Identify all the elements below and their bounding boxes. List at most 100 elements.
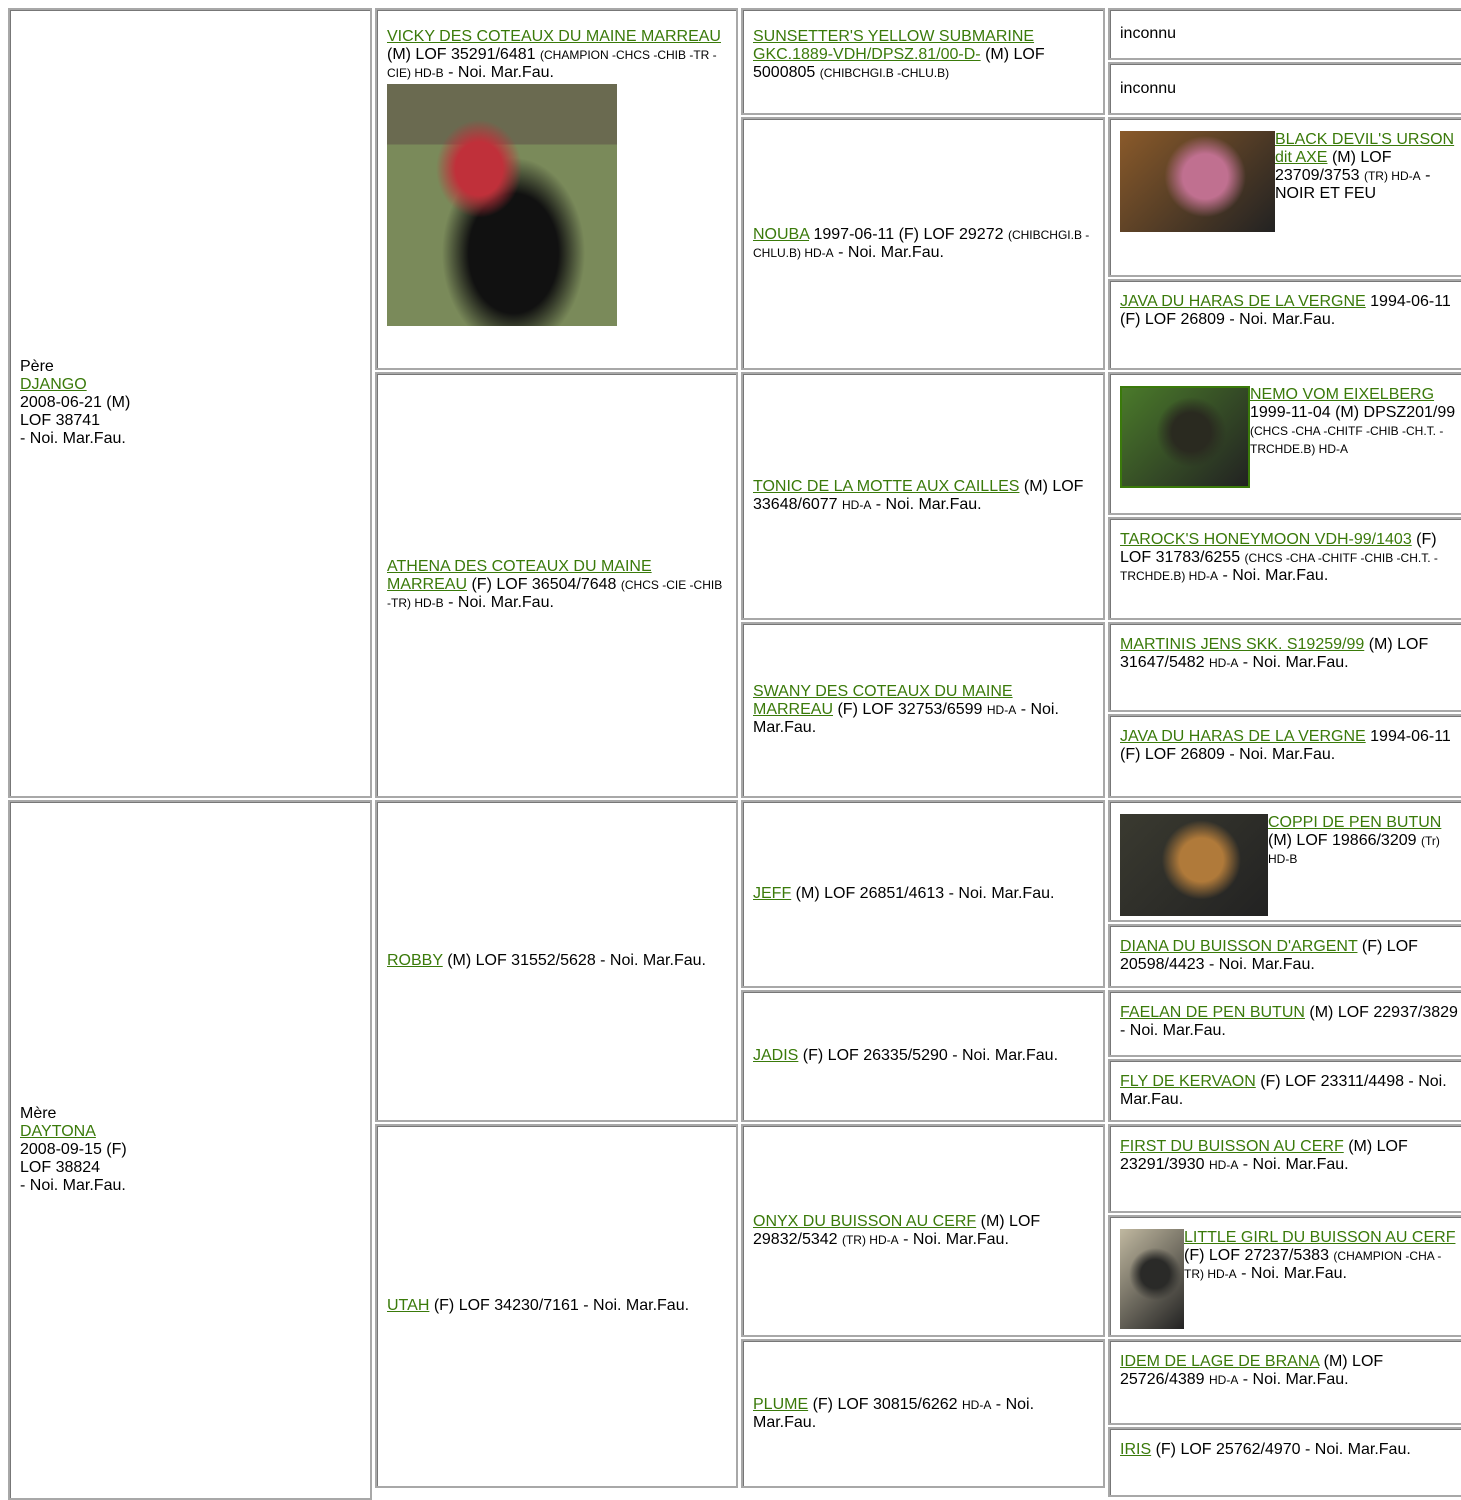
dog-text: ROBBY (M) LOF 31552/5628 - Noi. Mar.Fau.: [387, 952, 728, 970]
dog-title: (CHAMPION -CHCS -CHIB -TR -CIE) HD-B: [387, 48, 717, 80]
pedigree-cell: BLACK DEVIL'S URSON dit AXE (M) LOF 2370…: [1108, 117, 1461, 277]
dog-text: TAROCK'S HONEYMOON VDH-99/1403 (F) LOF 3…: [1120, 531, 1458, 585]
dog-info: (M) LOF 26851/4613 - Noi. Mar.Fau.: [795, 885, 1055, 902]
pedigree-cell: DIANA DU BUISSON D'ARGENT (F) LOF 20598/…: [1108, 924, 1461, 988]
dog-info: (M) LOF 31647/5482: [1120, 636, 1429, 671]
dog-text: VICKY DES COTEAUX DU MAINE MARREAU (M) L…: [387, 28, 728, 82]
pedigree-cell: IRIS (F) LOF 25762/4970 - Noi. Mar.Fau.: [1108, 1427, 1461, 1497]
dog-link[interactable]: TAROCK'S HONEYMOON VDH-99/1403: [1120, 531, 1412, 548]
dog-info: inconnu: [1120, 25, 1177, 42]
dog-text: FAELAN DE PEN BUTUN (M) LOF 22937/3829 -…: [1120, 1004, 1458, 1040]
dog-info: - Noi. Mar.Fau.: [1242, 1371, 1349, 1388]
parent-text: Père DJANGO 2008-06-21 (M) LOF 38741- Noi. …: [20, 358, 362, 448]
dog-link[interactable]: DIANA DU BUISSON D'ARGENT: [1120, 938, 1358, 955]
dog-info: - Noi. Mar.Fau.: [1222, 567, 1329, 584]
pedigree-cell: TAROCK'S HONEYMOON VDH-99/1403 (F) LOF 3…: [1108, 517, 1461, 620]
dog-text: SWANY DES COTEAUX DU MAINE MARREAU (F) L…: [753, 683, 1095, 737]
dog-text: ONYX DU BUISSON AU CERF (M) LOF 29832/53…: [753, 1213, 1095, 1249]
dog-text: IRIS (F) LOF 25762/4970 - Noi. Mar.Fau.: [1120, 1441, 1458, 1459]
dog-photo: [1120, 814, 1268, 916]
dog-text: MARTINIS JENS SKK. S19259/99 (M) LOF 316…: [1120, 636, 1458, 672]
pedigree-cell: FIRST DU BUISSON AU CERF (M) LOF 23291/3…: [1108, 1124, 1461, 1213]
dog-photo: [1120, 1229, 1184, 1329]
dog-info: (F) LOF 34230/7161 - Noi. Mar.Fau.: [433, 1297, 690, 1314]
dog-title: (TR) HD-A: [841, 1232, 899, 1247]
dog-title: HD-A: [841, 498, 872, 512]
dog-link[interactable]: PLUME: [753, 1395, 809, 1413]
dog-link[interactable]: FLY DE KERVAON: [1120, 1073, 1256, 1090]
dog-link[interactable]: MARTINIS JENS SKK. S19259/99: [1120, 636, 1365, 653]
dog-link[interactable]: SWANY DES COTEAUX DU MAINE MARREAU: [753, 683, 1013, 718]
dog-link[interactable]: UTAH: [387, 1297, 430, 1314]
pedigree-cell: inconnu: [1108, 62, 1461, 115]
dog-info: (F) LOF 26335/5290 - Noi. Mar.Fau.: [802, 1047, 1059, 1064]
dog-info: - Noi. Mar.Fau.: [838, 243, 944, 261]
dog-link[interactable]: VICKY DES COTEAUX DU MAINE MARREAU: [387, 28, 721, 45]
dog-link[interactable]: IRIS: [1120, 1441, 1152, 1458]
dog-title: (Tr) HD-B: [1268, 834, 1440, 866]
parent-label: Mère: [20, 1105, 57, 1122]
dog-link[interactable]: ATHENA DES COTEAUX DU MAINE MARREAU: [387, 558, 652, 593]
dog-link[interactable]: DAYTONA: [20, 1123, 96, 1140]
dog-info: - NOIR ET FEU: [1275, 167, 1431, 202]
dog-photo: [1120, 131, 1275, 232]
dog-text: FIRST DU BUISSON AU CERF (M) LOF 23291/3…: [1120, 1138, 1458, 1174]
dog-info: - Noi. Mar.Fau.: [753, 701, 1059, 736]
dog-info: (M) LOF 5000805: [753, 46, 1045, 81]
dog-info: (F) LOF 27237/5383: [1184, 1247, 1329, 1264]
dog-info: (M) LOF 35291/6481: [387, 46, 536, 63]
dog-link[interactable]: JAVA DU HARAS DE LA VERGNE: [1120, 728, 1366, 745]
pedigree-cell: JAVA DU HARAS DE LA VERGNE 1994-06-11 (F…: [1108, 279, 1461, 370]
dog-text: PLUME (F) LOF 30815/6262 HD-A - Noi. Mar…: [753, 1396, 1095, 1432]
pedigree-cell: FLY DE KERVAON (F) LOF 23311/4498 - Noi.…: [1108, 1059, 1461, 1122]
pedigree-cell: JEFF (M) LOF 26851/4613 - Noi. Mar.Fau.: [741, 800, 1105, 988]
dog-title: HD-A: [1208, 1373, 1239, 1387]
dog-link[interactable]: SUNSETTER'S YELLOW SUBMARINE GKC.1889-VD…: [753, 28, 1035, 63]
pedigree-cell: ROBBY (M) LOF 31552/5628 - Noi. Mar.Fau.: [375, 800, 738, 1122]
dog-link[interactable]: JEFF: [753, 885, 792, 902]
dog-info: (M) LOF 19866/3209: [1268, 832, 1417, 849]
dog-link[interactable]: NOUBA: [753, 225, 810, 243]
dog-text: FLY DE KERVAON (F) LOF 23311/4498 - Noi.…: [1120, 1073, 1458, 1109]
dog-info: (F) LOF 25762/4970 - Noi. Mar.Fau.: [1155, 1441, 1411, 1458]
dog-info: - Noi. Mar.Fau.: [20, 430, 126, 447]
dog-link[interactable]: JADIS: [753, 1047, 799, 1064]
pedigree-cell: NEMO VOM EIXELBERG 1999-11-04 (M) DPSZ20…: [1108, 372, 1461, 515]
dog-link[interactable]: LITTLE GIRL DU BUISSON AU CERF: [1184, 1229, 1456, 1246]
dog-info: LOF 38824: [20, 1159, 101, 1176]
dog-link[interactable]: NEMO VOM EIXELBERG: [1250, 386, 1435, 403]
dog-info: (M) LOF 31552/5628 - Noi. Mar.Fau.: [447, 952, 706, 969]
dog-info: (M) LOF 23291/3930: [1120, 1138, 1408, 1173]
dog-title: (TR) HD-A: [1363, 169, 1421, 183]
dog-link[interactable]: TONIC DE LA MOTTE AUX CAILLES: [753, 478, 1020, 495]
dog-info: 1999-11-04 (M) DPSZ201/99: [1250, 404, 1456, 421]
dog-photo: [387, 84, 617, 326]
parent-text: Mère DAYTONA 2008-09-15 (F) LOF 38824- Noi.…: [20, 1105, 362, 1195]
dog-link[interactable]: BLACK DEVIL'S URSON dit AXE: [1275, 131, 1455, 166]
dog-link[interactable]: FAELAN DE PEN BUTUN: [1120, 1004, 1305, 1021]
dog-link[interactable]: FIRST DU BUISSON AU CERF: [1120, 1138, 1344, 1155]
pedigree-cell: inconnu: [1108, 8, 1461, 60]
dog-title: (CHCS -CHA -CHITF -CHIB -CH.T. -TRCHDE.B…: [1250, 424, 1444, 456]
dog-text: inconnu: [1120, 80, 1458, 98]
pedigree-cell: PLUME (F) LOF 30815/6262 HD-A - Noi. Mar…: [741, 1339, 1105, 1488]
pedigree-cell: ATHENA DES COTEAUX DU MAINE MARREAU (F) …: [375, 372, 738, 798]
dog-info: - Noi. Mar.Fau.: [1242, 654, 1349, 671]
dog-link[interactable]: IDEM DE LAGE DE BRANA: [1120, 1353, 1320, 1370]
dog-link[interactable]: JAVA DU HARAS DE LA VERGNE: [1120, 293, 1366, 310]
dog-info: 1994-06-11 (F) LOF 26809 - Noi. Mar.Fau.: [1120, 293, 1451, 328]
dog-text: SUNSETTER'S YELLOW SUBMARINE GKC.1889-VD…: [753, 28, 1095, 82]
pedigree-cell: IDEM DE LAGE DE BRANA (M) LOF 25726/4389…: [1108, 1339, 1461, 1425]
dog-link[interactable]: ROBBY: [387, 952, 443, 969]
pedigree-cell: UTAH (F) LOF 34230/7161 - Noi. Mar.Fau.: [375, 1124, 738, 1488]
dog-link[interactable]: ONYX DU BUISSON AU CERF: [753, 1212, 977, 1230]
dog-info: (F) LOF 20598/4423 - Noi. Mar.Fau.: [1120, 938, 1418, 973]
pedigree-cell: TONIC DE LA MOTTE AUX CAILLES (M) LOF 33…: [741, 372, 1105, 620]
dog-info: - Noi. Mar.Fau.: [20, 1177, 126, 1194]
dog-info: LOF 38741: [20, 412, 101, 429]
dog-info: (F) LOF 36504/7648: [471, 576, 617, 593]
dog-text: JEFF (M) LOF 26851/4613 - Noi. Mar.Fau.: [753, 885, 1095, 903]
dog-link[interactable]: COPPI DE PEN BUTUN: [1268, 814, 1442, 831]
dog-link[interactable]: DJANGO: [20, 376, 87, 393]
